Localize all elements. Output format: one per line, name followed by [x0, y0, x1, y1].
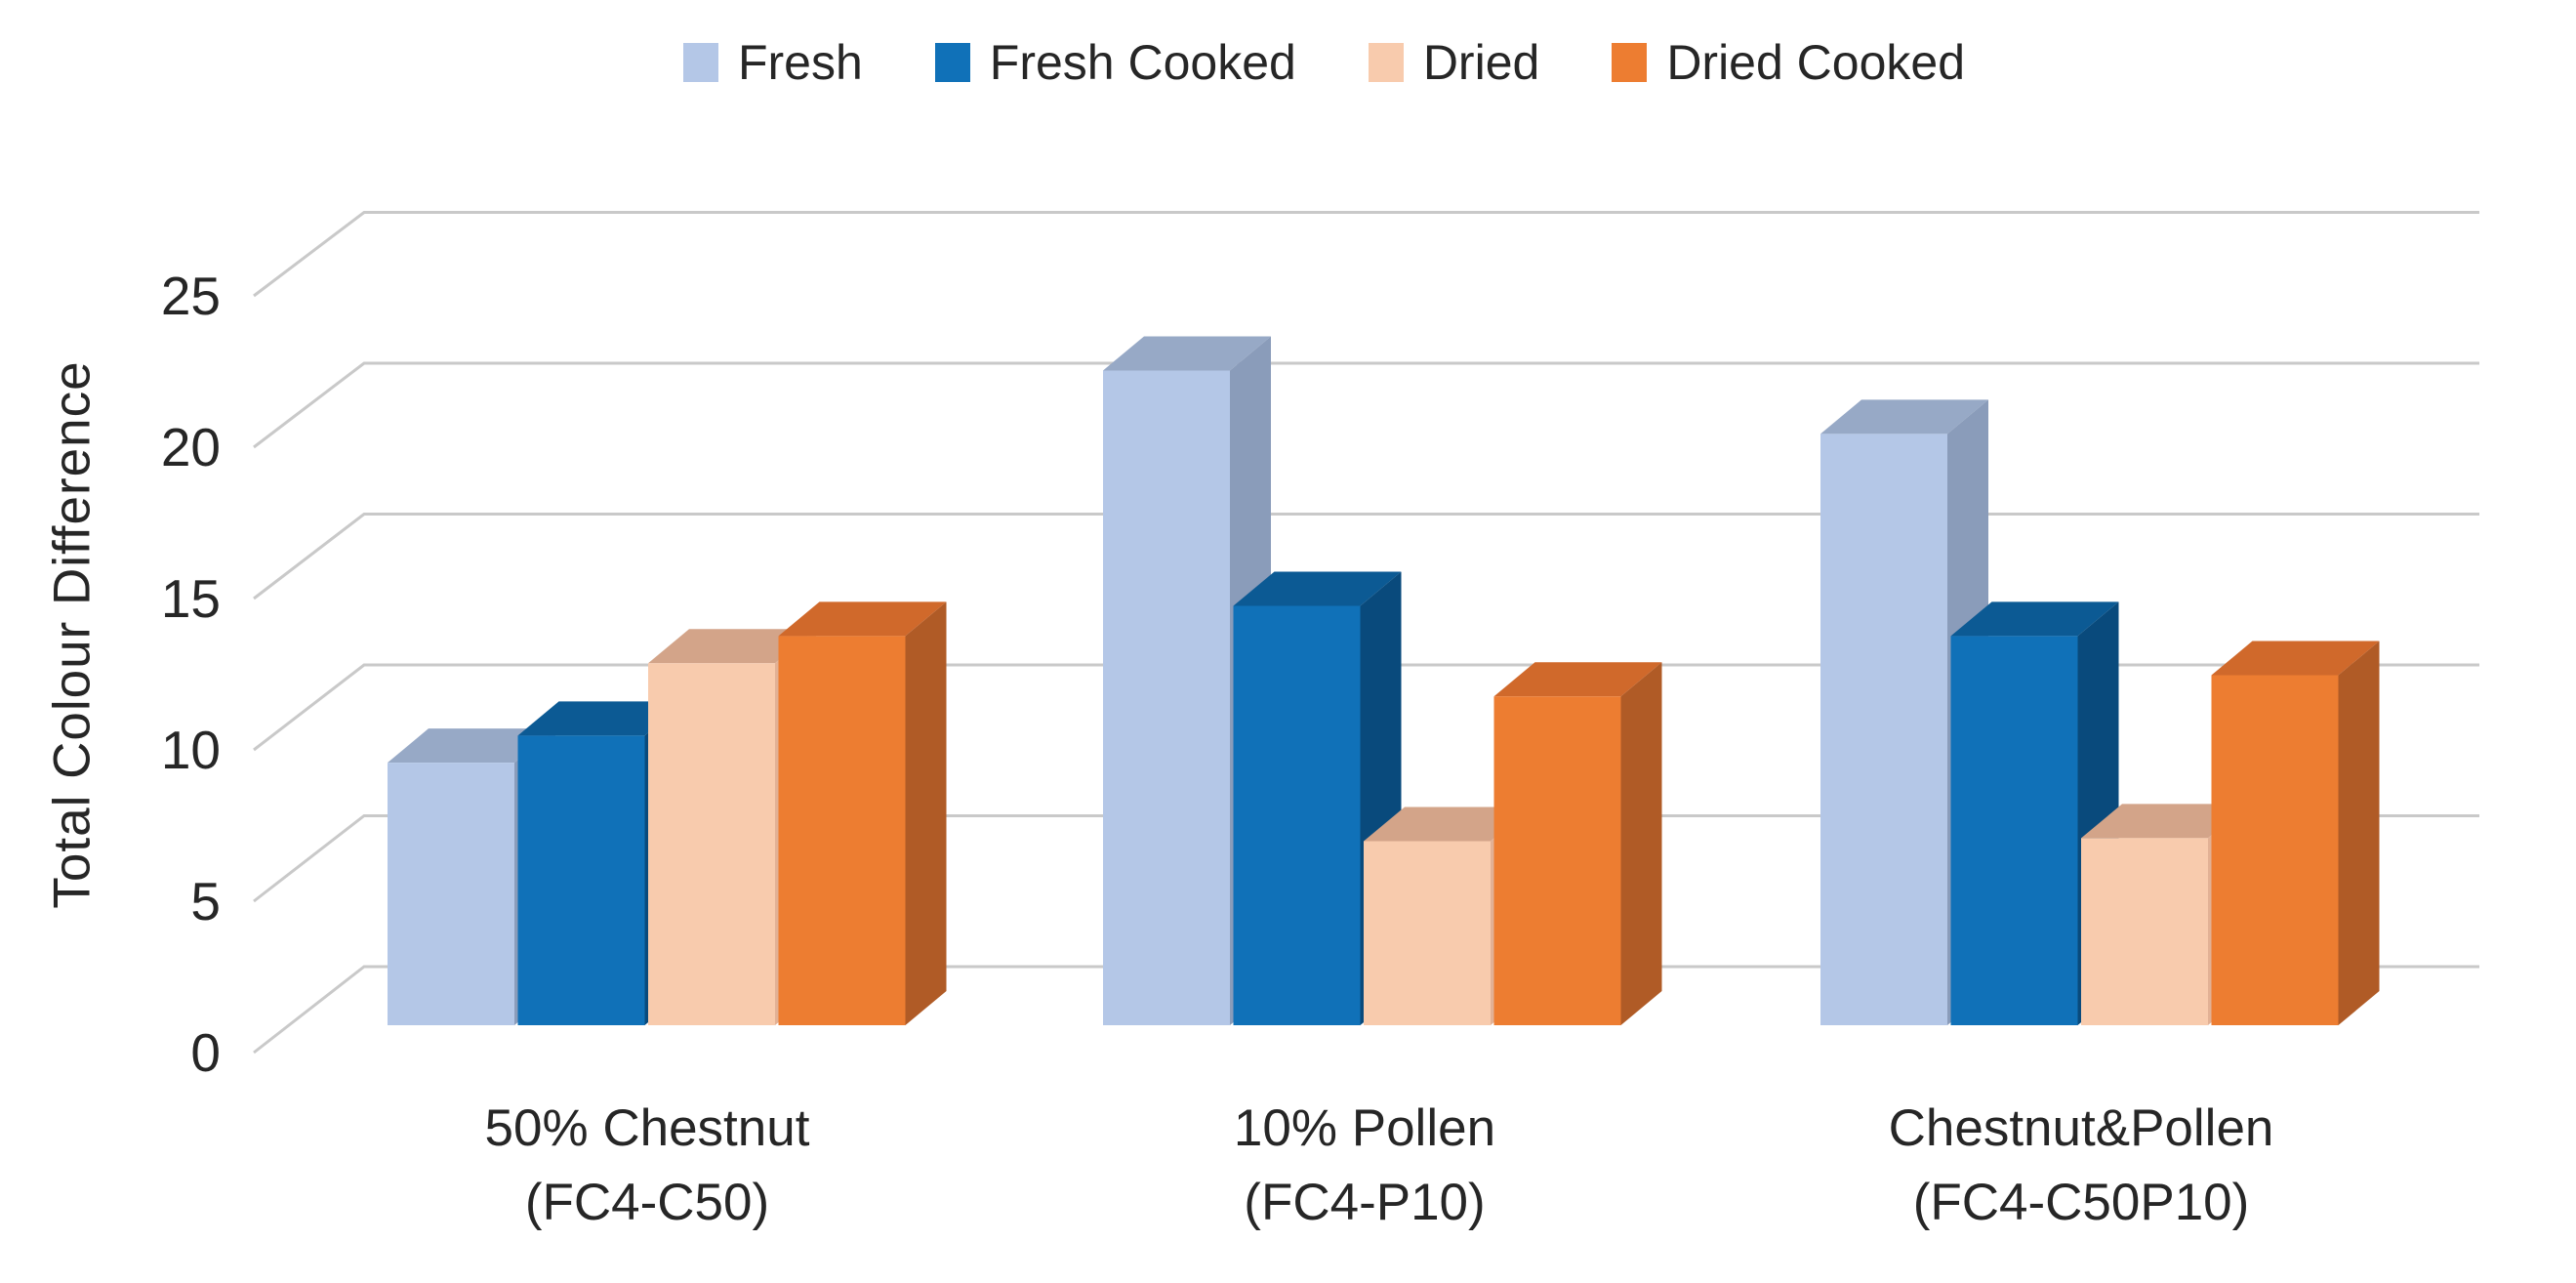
bar-top-dried-cooked: [1493, 662, 1662, 697]
legend-swatch-fresh: [682, 43, 718, 82]
y-tick-label: 5: [190, 871, 221, 931]
bar-dried-cat2: [1364, 841, 1491, 1025]
y-tick-label: 25: [160, 266, 221, 326]
x-category-line: (FC4-C50P10): [1912, 1174, 2250, 1231]
gridline: [253, 211, 2479, 298]
x-category-line: (FC4-P10): [1244, 1174, 1486, 1231]
x-category-label: 50% Chestnut (FC4-C50): [247, 1092, 1047, 1240]
gridline: [253, 814, 2479, 903]
bar-side-dried-cooked: [2338, 641, 2380, 1025]
bar-top-dried-cooked: [778, 601, 947, 637]
bar-top-dried: [648, 629, 816, 664]
bar-fresh-cat1: [388, 763, 514, 1025]
y-tick-label: 15: [160, 568, 221, 629]
bar-top-fresh: [388, 728, 555, 764]
bar-top-fresh: [1103, 336, 1271, 371]
bar-dried-cat1: [648, 663, 775, 1025]
legend-label: Dried: [1422, 35, 1540, 90]
legend-swatch-dried: [1368, 43, 1404, 82]
bar-dried-cooked-cat3: [2211, 675, 2339, 1025]
legend-label: Fresh Cooked: [989, 35, 1296, 90]
x-category-line: 50% Chestnut: [484, 1099, 810, 1157]
bar-dried-cooked-cat2: [1493, 696, 1621, 1025]
bar-top-dried: [2081, 804, 2249, 839]
bar-dried-cat3: [2081, 838, 2208, 1025]
y-tick-label: 20: [160, 417, 221, 477]
legend-swatch-fresh-cooked: [934, 43, 970, 82]
bar-side-dried-cooked: [1620, 662, 1662, 1025]
bar-side-dried-cooked: [905, 601, 947, 1025]
legend-label: Fresh: [737, 35, 863, 90]
x-category-line: 10% Pollen: [1233, 1099, 1496, 1157]
x-category-label: Chestnut&Pollen (FC4-C50P10): [1681, 1092, 2481, 1240]
legend-item-dried: Dried: [1368, 35, 1540, 90]
x-category-label: 10% Pollen (FC4-P10): [964, 1092, 1765, 1240]
bar-dried-cooked-cat1: [778, 636, 906, 1025]
bar-fresh-cat3: [1820, 434, 1947, 1025]
bar-top-fresh-cooked: [1233, 571, 1402, 606]
gridline: [253, 361, 2479, 449]
bar-top-fresh-cooked: [517, 701, 686, 736]
x-category-line: Chestnut&Pollen: [1888, 1099, 2274, 1157]
bar-top-dried: [1364, 807, 1532, 842]
legend-swatch-dried-cooked: [1612, 43, 1648, 82]
legend: Fresh Fresh Cooked Dried Dried Cooked: [364, 16, 2284, 109]
bar-top-fresh: [1820, 399, 1988, 435]
bar-fresh-cooked-cat1: [517, 735, 645, 1025]
legend-item-dried-cooked: Dried Cooked: [1612, 38, 1965, 87]
gridline: [253, 965, 2479, 1055]
y-tick-label: 10: [160, 720, 221, 780]
legend-item-fresh-cooked: Fresh Cooked: [934, 35, 1296, 90]
bar-fresh-cooked-cat3: [1950, 636, 2078, 1025]
bar-fresh-cooked-cat2: [1233, 605, 1361, 1025]
bar-top-fresh-cooked: [1950, 601, 2119, 637]
legend-item-fresh: Fresh: [682, 35, 863, 90]
gridline: [253, 663, 2479, 752]
bar-top-dried-cooked: [2211, 641, 2380, 676]
bar-fresh-cat2: [1103, 370, 1230, 1026]
gridline: [253, 513, 2479, 600]
x-category-line: (FC4-C50): [524, 1174, 770, 1231]
legend-label: Dried Cooked: [1666, 35, 1966, 90]
y-tick-label: 0: [190, 1022, 221, 1083]
